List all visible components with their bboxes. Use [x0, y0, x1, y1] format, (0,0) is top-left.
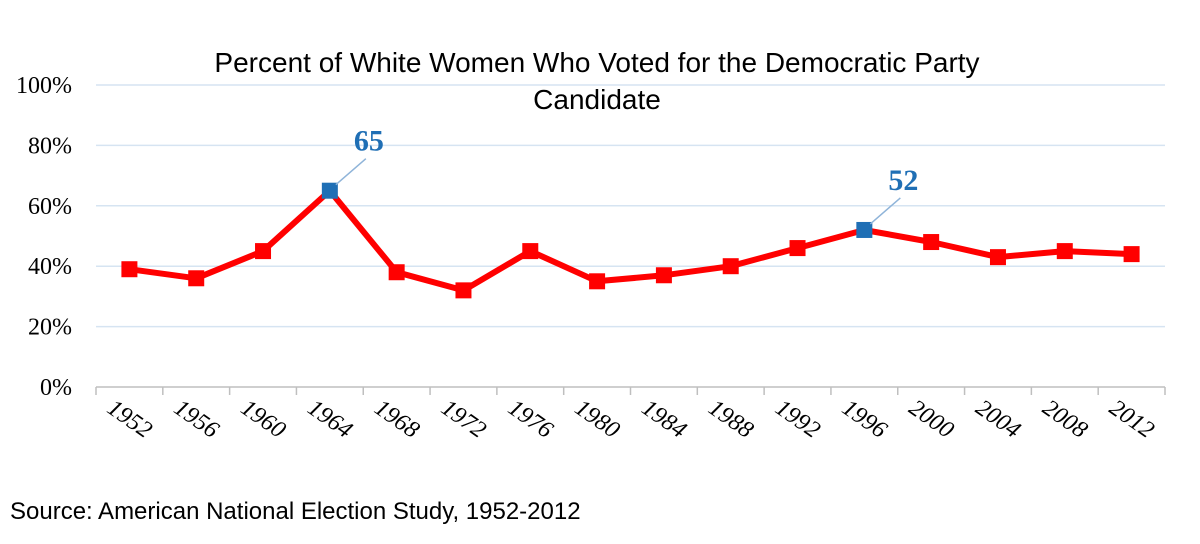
y-tick-label: 60% [28, 194, 72, 220]
y-tick-label: 40% [28, 254, 72, 280]
x-tick-label: 1984 [637, 395, 691, 444]
x-tick-label: 1976 [503, 395, 557, 444]
data-markers [121, 182, 1140, 299]
x-tick-label: 1980 [570, 395, 624, 444]
x-axis [95, 386, 1166, 395]
data-marker [789, 240, 806, 257]
x-tick-label: 2012 [1104, 395, 1158, 444]
gridlines [96, 84, 1165, 328]
x-tick-label: 1952 [102, 395, 156, 444]
x-tick-label: 1996 [837, 395, 891, 444]
source-note: Source: American National Election Study… [10, 498, 581, 525]
chart-title-line-1: Percent of White Women Who Voted for the… [214, 47, 979, 78]
data-marker [1123, 246, 1140, 263]
callout-leader [869, 197, 901, 225]
x-tick-label: 2000 [904, 395, 958, 444]
data-marker [1056, 243, 1073, 260]
series-line [126, 187, 1135, 294]
data-marker [121, 261, 138, 278]
x-tick-label: 1968 [370, 395, 424, 444]
data-marker [188, 270, 205, 287]
data-marker [455, 282, 472, 299]
callout-leader [335, 158, 367, 186]
callout-label: 65 [354, 125, 384, 158]
y-tick-label: 20% [28, 315, 72, 341]
y-tick-label: 100% [16, 73, 72, 99]
x-tick-label: 1972 [436, 395, 490, 444]
chart-title-line-2: Candidate [533, 84, 661, 115]
x-tick-label: 1956 [169, 395, 223, 444]
y-tick-label: 80% [28, 133, 72, 159]
data-marker [989, 249, 1006, 266]
data-marker [923, 234, 940, 251]
highlight-marker [856, 221, 873, 238]
data-marker [522, 243, 539, 260]
x-tick-label: 1988 [704, 395, 758, 444]
data-marker [255, 243, 272, 260]
x-tick-label: 2004 [971, 395, 1025, 444]
x-axis-ticks: 1952 1956 1960 1964 1968 1972 1976 1980 1984 1988… [102, 395, 1158, 444]
x-tick-label: 1992 [770, 395, 824, 444]
x-tick-label: 1960 [236, 395, 290, 444]
callouts: 65 52 [335, 125, 918, 225]
series-polyline [126, 187, 1135, 294]
y-axis-ticks: 0% 20% 40% 60% 80% 100% [16, 73, 72, 401]
highlight-marker [321, 182, 338, 199]
y-tick-label: 0% [40, 375, 72, 401]
x-tick-label: 1964 [303, 395, 357, 444]
data-marker [722, 258, 739, 275]
data-marker [655, 267, 672, 284]
data-marker [388, 264, 405, 281]
x-tick-label: 2008 [1038, 395, 1092, 444]
data-marker [589, 273, 606, 290]
callout-label: 52 [888, 164, 918, 197]
